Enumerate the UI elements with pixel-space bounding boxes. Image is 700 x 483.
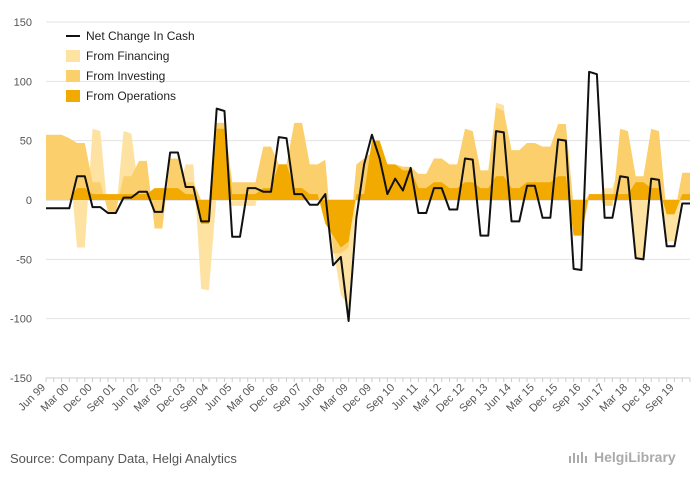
y-tick-label: -100 xyxy=(10,314,32,326)
line-net-change-in-cash xyxy=(46,70,690,323)
brand-logo[interactable]: HelgiLibrary xyxy=(568,449,676,465)
y-tick-label: 100 xyxy=(14,76,32,88)
legend-label[interactable]: Net Change In Cash xyxy=(86,29,195,43)
source-note: Source: Company Data, Helgi Analytics xyxy=(10,451,237,466)
legend-swatch-from-operations xyxy=(66,90,80,102)
y-tick-label: 150 xyxy=(14,17,32,29)
y-tick-label: -150 xyxy=(10,373,32,385)
legend-swatch-from-investing xyxy=(66,70,80,82)
legend: Net Change In Cash From Financing From Inv… xyxy=(66,29,195,103)
y-tick-label: 0 xyxy=(26,195,32,207)
y-tick-label: 50 xyxy=(20,136,32,148)
library-logo-icon xyxy=(569,452,587,463)
legend-label[interactable]: From Financing xyxy=(86,49,169,63)
legend-swatch-from-financing xyxy=(66,50,80,62)
area-from-financing xyxy=(46,102,690,307)
line-series-layer xyxy=(46,70,690,323)
area-from-operations xyxy=(46,128,690,248)
y-tick-label: -50 xyxy=(16,254,32,266)
area-series-layer xyxy=(46,102,690,307)
y-axis: 150 100 50 0 -50 -100 -150 xyxy=(10,17,32,385)
legend-label[interactable]: From Operations xyxy=(86,89,176,103)
brand-name: HelgiLibrary xyxy=(594,449,676,465)
legend-label[interactable]: From Investing xyxy=(86,69,165,83)
